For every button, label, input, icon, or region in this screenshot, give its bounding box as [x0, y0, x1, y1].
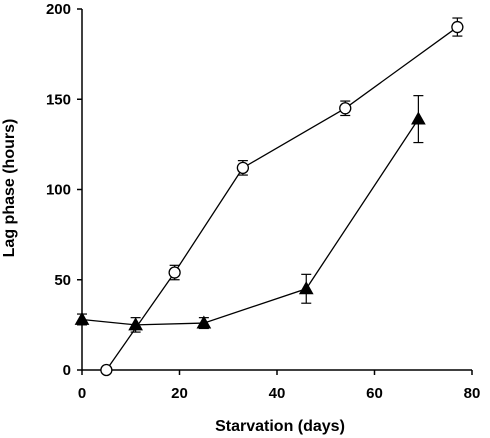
data-point-triangle	[298, 281, 314, 295]
data-point-triangle	[411, 111, 426, 125]
x-axis-label: Starvation (days)	[215, 418, 345, 435]
tick-labels: 0 20 40 60 80 0 50 100 150 200	[46, 1, 480, 402]
y-tick-label: 0	[63, 362, 71, 379]
y-tick-label: 200	[46, 1, 71, 18]
data-point-triangle	[128, 317, 143, 331]
series-1	[100, 17, 464, 377]
axes	[77, 8, 473, 375]
x-tick-label: 80	[464, 385, 481, 402]
y-tick-label: 100	[46, 182, 71, 199]
data-point-circle	[168, 266, 181, 279]
data-point-triangle	[196, 315, 212, 329]
y-tick-label: 50	[54, 272, 71, 289]
data-point-triangle	[74, 311, 90, 325]
data-point-circle	[100, 363, 113, 377]
x-tick-label: 40	[269, 385, 286, 402]
series-line	[81, 118, 419, 326]
data-point-circle	[236, 161, 250, 174]
x-tick-label: 0	[78, 385, 86, 402]
data-point-circle	[339, 102, 352, 115]
series-2	[74, 95, 426, 333]
series-line	[105, 26, 458, 371]
series-layer	[74, 17, 464, 377]
y-tick-label: 150	[46, 91, 71, 108]
data-point-circle	[451, 20, 464, 34]
x-tick-label: 20	[171, 385, 188, 402]
x-tick-label: 60	[366, 385, 383, 402]
y-axis-label: Lag phase (hours)	[1, 119, 18, 258]
